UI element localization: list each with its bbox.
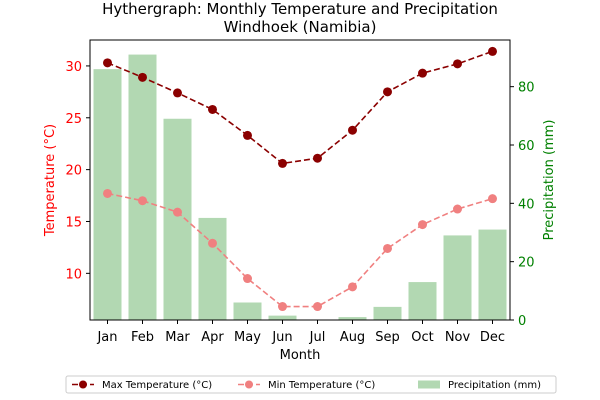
chart-subtitle: Windhoek (Namibia): [224, 18, 377, 36]
x-axis-label: Month: [280, 348, 321, 363]
legend-frame: [65, 375, 557, 394]
max-temp-point-aug: [348, 125, 357, 135]
plot-frame: [89, 39, 511, 321]
max-temp-point-apr: [208, 104, 217, 114]
min-temp-point-nov: [453, 204, 462, 214]
min-temp-point-dec: [488, 194, 497, 204]
max-temp-line: [107, 50, 493, 165]
min-temp-point-oct: [418, 220, 427, 230]
min-temp-point-aug: [348, 282, 357, 292]
precipitation-bar-oct: [408, 282, 437, 320]
precipitation-bar-aug: [338, 317, 367, 320]
x-tick-label: Aug: [340, 330, 365, 345]
min-temp-point-feb: [138, 196, 147, 206]
min-temp-point-may: [243, 274, 252, 284]
legend-label-max-temp: Max Temperature (°C): [102, 380, 212, 391]
x-tick-label: Sep: [375, 330, 400, 345]
legend-label-min-temp: Min Temperature (°C): [268, 380, 375, 391]
legend-label-precipitation: Precipitation (mm): [448, 380, 541, 391]
x-tick-label: Apr: [201, 330, 224, 345]
x-tick-label: Jun: [271, 330, 292, 345]
legend-swatch-precipitation: [418, 380, 440, 389]
left-y-axis-label: Temperature (°C): [43, 124, 58, 237]
x-tick-label: Dec: [480, 330, 505, 345]
left-y-tick-label: 10: [65, 267, 82, 282]
precipitation-bar-nov: [443, 235, 472, 320]
temperature-lines: [103, 46, 497, 312]
max-temp-point-jan: [103, 58, 112, 68]
min-temp-point-apr: [208, 238, 217, 248]
x-tick-label: Jan: [96, 330, 117, 345]
legend-marker-max-temp: [79, 380, 87, 389]
max-temp-point-oct: [418, 68, 427, 78]
max-temp-point-sep: [383, 87, 392, 97]
right-y-tick-label: 0: [518, 314, 526, 329]
precipitation-bar-feb: [128, 54, 157, 320]
min-temp-point-sep: [383, 243, 392, 253]
min-temp-point-jan: [103, 188, 112, 198]
min-temp-point-jun: [278, 302, 287, 312]
max-temp-point-jul: [313, 153, 322, 163]
max-temp-point-nov: [453, 59, 462, 69]
right-y-axis-label: Precipitation (mm): [542, 120, 557, 241]
right-y-tick-label: 60: [518, 139, 535, 154]
left-y-tick-label: 20: [65, 164, 82, 179]
x-tick-label: Oct: [411, 330, 433, 345]
right-y-tick-label: 40: [518, 197, 535, 212]
x-tick-label: Feb: [131, 330, 154, 345]
precipitation-bar-mar: [163, 118, 192, 320]
chart-title: Hythergraph: Monthly Temperature and Pre…: [102, 0, 498, 18]
axes: Jan Feb Mar Apr May Jun Jul Aug Sep Oct Nov Dec 10 15…: [65, 60, 534, 345]
legend-marker-min-temp: [245, 380, 253, 389]
max-temp-point-mar: [173, 88, 182, 98]
min-temp-line: [107, 192, 493, 308]
legend: Max Temperature (°C) Min Temperature (°C)…: [65, 375, 557, 394]
x-tick-label: Jul: [309, 330, 326, 345]
max-temp-point-may: [243, 130, 252, 140]
right-y-tick-label: 20: [518, 256, 535, 271]
left-y-tick-label: 30: [65, 60, 82, 75]
min-temp-point-jul: [313, 302, 322, 312]
precipitation-bar-dec: [478, 229, 507, 320]
precipitation-bar-jun: [268, 315, 297, 320]
x-tick-label: Mar: [165, 330, 190, 345]
left-y-tick-label: 25: [65, 112, 82, 127]
precipitation-bars: [93, 54, 507, 321]
precipitation-bar-sep: [373, 306, 402, 320]
max-temp-point-feb: [138, 72, 147, 82]
precipitation-bar-may: [233, 302, 262, 320]
x-tick-label: May: [234, 330, 261, 345]
left-y-tick-label: 15: [65, 215, 82, 230]
max-temp-point-dec: [488, 46, 497, 56]
max-temp-point-jun: [278, 158, 287, 168]
x-tick-label: Nov: [445, 330, 471, 345]
right-y-tick-label: 80: [518, 81, 535, 96]
min-temp-point-mar: [173, 207, 182, 217]
precipitation-bar-apr: [198, 217, 227, 320]
